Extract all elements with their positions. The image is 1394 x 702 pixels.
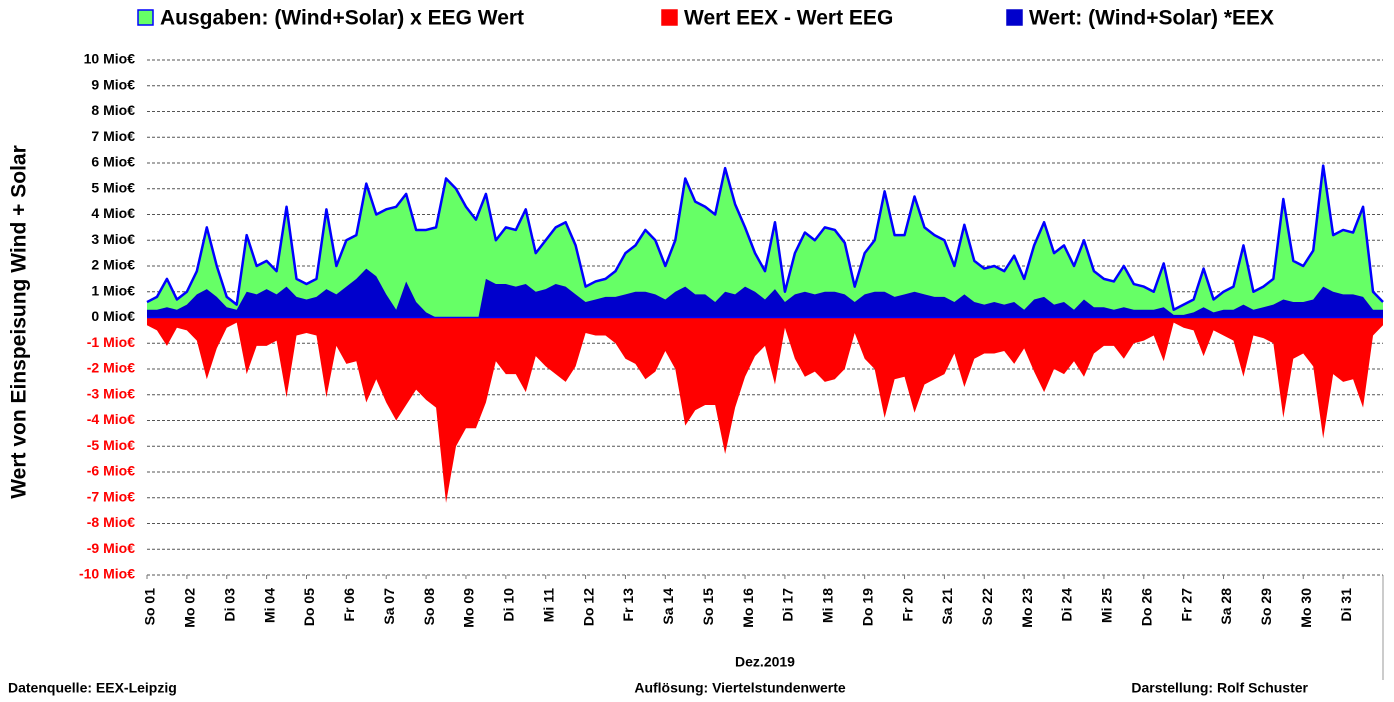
legend-swatch	[1006, 9, 1023, 26]
x-tick-label: Sa 21	[939, 588, 955, 625]
x-tick-label: So 01	[142, 588, 158, 626]
x-tick-label: Di 10	[501, 588, 517, 622]
y-tick-label: -3 Mio€	[87, 385, 135, 401]
x-tick-label: Sa 07	[381, 588, 397, 625]
area	[147, 165, 1383, 318]
legend-label: Wert EEX - Wert EEG	[684, 7, 893, 30]
legend-label: Ausgaben: (Wind+Solar) x EEG Wert	[160, 7, 524, 30]
y-tick-label: 10 Mio€	[84, 51, 136, 67]
x-axis-title: Dez.2019	[735, 654, 795, 670]
y-tick-label: -7 Mio€	[87, 488, 135, 504]
x-tick-label: Mi 25	[1099, 588, 1115, 623]
x-tick-label: Di 24	[1059, 588, 1075, 622]
x-tick-label: Mi 18	[820, 588, 836, 623]
y-tick-label: 1 Mio€	[91, 282, 135, 298]
x-tick-label: Fr 06	[341, 588, 357, 622]
x-tick-label: Mo 23	[1019, 588, 1035, 628]
x-tick-label: Mi 04	[261, 588, 277, 623]
x-tick-label: Sa 28	[1218, 588, 1234, 625]
y-tick-label: -1 Mio€	[87, 334, 135, 350]
x-tick-label: Mo 30	[1298, 588, 1314, 628]
x-tick-label: So 08	[421, 588, 437, 626]
y-tick-label: 5 Mio€	[91, 179, 135, 195]
y-tick-label: 7 Mio€	[91, 128, 135, 144]
x-tick-label: Di 17	[780, 588, 796, 622]
y-tick-label: 2 Mio€	[91, 257, 135, 273]
x-tick-label: Do 26	[1138, 588, 1154, 626]
x-tick-label: Mo 09	[461, 588, 477, 628]
x-tick-label: Do 12	[580, 588, 596, 626]
x-tick-label: Mo 16	[740, 588, 756, 628]
legend-swatch	[137, 9, 154, 26]
legend-swatch	[661, 9, 678, 26]
legend-label: Wert: (Wind+Solar) *EEX	[1029, 7, 1274, 30]
area	[147, 268, 1383, 364]
footer-resolution: Auflösung: Viertelstundenwerte	[634, 680, 846, 696]
y-tick-label: 6 Mio€	[91, 154, 135, 170]
x-tick-label: Do 19	[859, 588, 875, 626]
x-tick-label: Di 03	[221, 588, 237, 622]
y-tick-label: -4 Mio€	[87, 411, 135, 427]
x-tick-label: Fr 27	[1178, 588, 1194, 622]
x-tick-label: So 29	[1258, 588, 1274, 626]
y-tick-label: 0 Mio€	[91, 308, 135, 324]
y-tick-label: -5 Mio€	[87, 437, 135, 453]
y-axis-title: Wert von Einspeisung Wind + Solar	[8, 145, 31, 499]
x-tick-label: Di 31	[1338, 588, 1354, 622]
y-tick-label: -6 Mio€	[87, 463, 135, 479]
y-tick-label: -9 Mio€	[87, 540, 135, 556]
y-tick-label: 4 Mio€	[91, 205, 135, 221]
footer-source: Datenquelle: EEX-Leipzig	[8, 680, 177, 696]
area-outline	[146, 164, 1384, 312]
x-tick-label: Fr 13	[620, 588, 636, 622]
y-tick-label: -2 Mio€	[87, 360, 135, 376]
x-tick-label: Mi 11	[540, 588, 556, 622]
x-tick-label: Mo 02	[182, 588, 198, 628]
area	[147, 317, 1383, 503]
x-tick-label: Fr 20	[899, 588, 915, 622]
x-tick-label: So 22	[979, 588, 995, 626]
x-tick-label: So 15	[700, 588, 716, 626]
footer-author: Darstellung: Rolf Schuster	[1131, 680, 1308, 696]
y-tick-label: 8 Mio€	[91, 102, 135, 118]
x-tick-label: Do 05	[301, 588, 317, 626]
y-tick-label: -8 Mio€	[87, 514, 135, 530]
y-tick-label: -10 Mio€	[79, 566, 135, 582]
x-tick-label: Sa 14	[660, 588, 676, 625]
y-tick-label: 9 Mio€	[91, 76, 135, 92]
y-tick-label: 3 Mio€	[91, 231, 135, 247]
